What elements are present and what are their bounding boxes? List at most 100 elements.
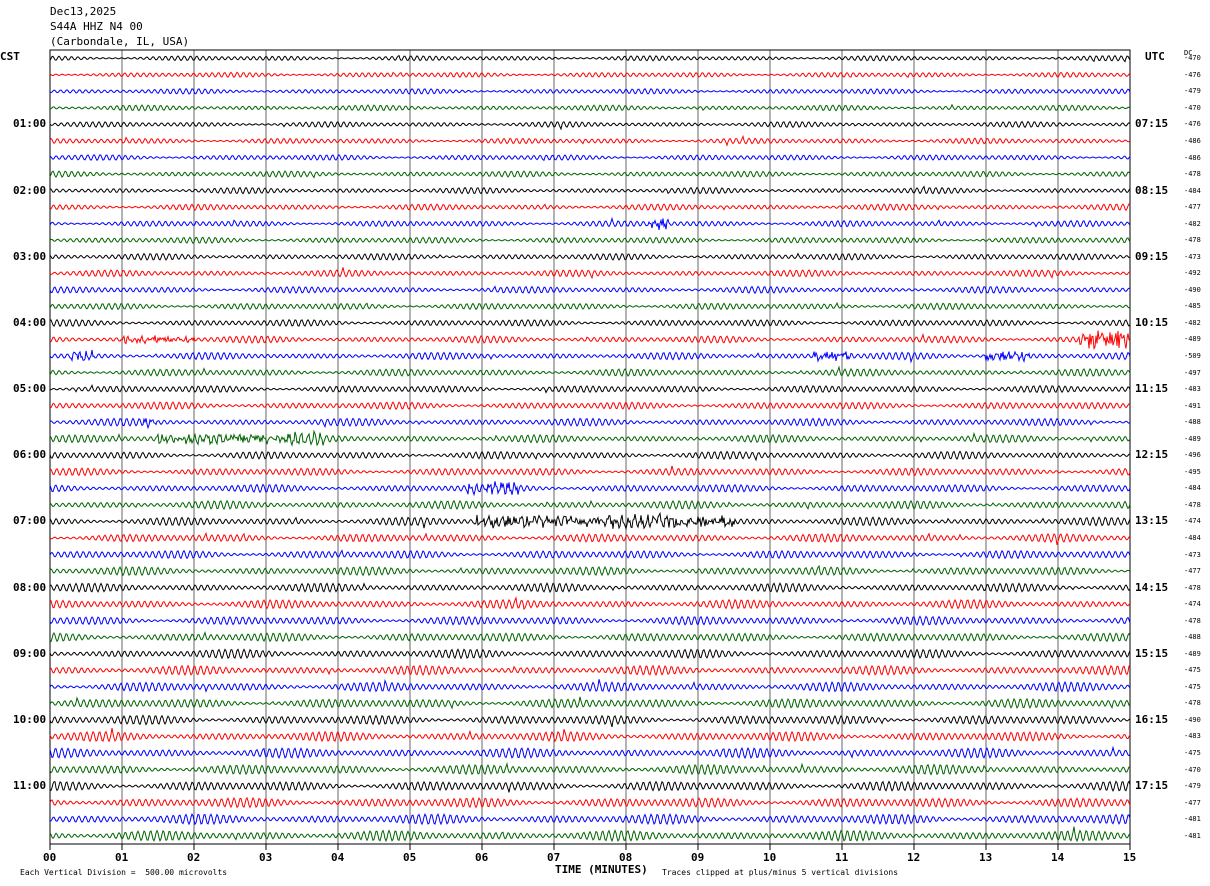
dc-offset-value: -497 xyxy=(1184,368,1201,377)
dc-offset-value: -484 xyxy=(1184,186,1201,195)
trace-row-18 xyxy=(49,349,1131,364)
trace-row-6 xyxy=(49,154,1131,162)
utc-hour-label: 08:15 xyxy=(1135,183,1169,197)
dc-offset-value: -470 xyxy=(1184,54,1201,63)
trace-row-20 xyxy=(50,383,1131,394)
trace-row-11 xyxy=(49,236,1131,245)
dc-offset-value: -475 xyxy=(1184,666,1201,675)
dc-offset-value: -478 xyxy=(1184,236,1201,245)
header-location: (Carbondale, IL, USA) xyxy=(50,35,190,48)
dc-offset-value: -492 xyxy=(1184,269,1201,278)
x-tick-label: 07 xyxy=(547,851,561,864)
x-tick-label: 01 xyxy=(115,851,129,864)
dc-offset-value: -489 xyxy=(1184,649,1201,658)
dc-offset-value: -509 xyxy=(1184,352,1201,361)
utc-hour-label: 12:15 xyxy=(1135,448,1169,462)
dc-offset-value: -479 xyxy=(1184,782,1201,791)
left-timezone-label: CST xyxy=(0,50,20,63)
utc-hour-label: 09:15 xyxy=(1135,249,1169,263)
dc-offset-value: -478 xyxy=(1184,616,1201,625)
trace-row-12 xyxy=(49,252,1131,261)
trace-row-42 xyxy=(49,745,1131,760)
x-tick-label: 03 xyxy=(259,851,273,864)
dc-offset-value: -474 xyxy=(1184,517,1201,526)
trace-row-23 xyxy=(49,429,1131,447)
trace-row-7 xyxy=(49,170,1131,179)
right-timezone-label: UTC xyxy=(1145,50,1165,63)
x-tick-label: 02 xyxy=(187,851,201,864)
cst-hour-label: 07:00 xyxy=(13,514,47,528)
dc-offset-value: -484 xyxy=(1184,533,1201,542)
dc-label: DC xyxy=(1184,49,1193,57)
clip-note: Traces clipped at plus/minus 5 vertical … xyxy=(662,868,899,877)
dc-offset-value: -470 xyxy=(1184,103,1201,112)
x-tick-label: 12 xyxy=(907,851,921,864)
trace-row-47 xyxy=(49,826,1131,843)
dc-offset-value: -489 xyxy=(1184,335,1201,344)
trace-row-19 xyxy=(49,365,1131,378)
trace-row-21 xyxy=(49,401,1131,411)
dc-offset-value: -481 xyxy=(1184,815,1201,824)
utc-hour-label: 07:15 xyxy=(1135,117,1169,131)
trace-row-41 xyxy=(49,728,1131,743)
x-tick-label: 06 xyxy=(475,851,489,864)
trace-row-10 xyxy=(49,216,1131,230)
trace-row-40 xyxy=(49,714,1131,728)
x-tick-label: 10 xyxy=(763,851,777,864)
trace-row-1 xyxy=(49,71,1131,78)
dc-offset-value: -477 xyxy=(1184,567,1201,576)
cst-hour-label: 06:00 xyxy=(13,448,47,462)
dc-offset-value: -481 xyxy=(1184,831,1201,840)
x-tick-label: 05 xyxy=(403,851,417,864)
trace-row-35 xyxy=(49,630,1131,643)
cst-hour-label: 08:00 xyxy=(13,580,47,594)
utc-hour-label: 10:15 xyxy=(1135,315,1169,329)
trace-row-33 xyxy=(49,596,1131,611)
x-tick-label: 04 xyxy=(331,851,345,864)
trace-row-28 xyxy=(49,511,1131,531)
cst-hour-label: 01:00 xyxy=(13,117,47,131)
cst-hour-label: 02:00 xyxy=(13,183,47,197)
x-tick-label: 00 xyxy=(43,851,57,864)
trace-row-5 xyxy=(49,134,1131,147)
dc-offset-value: -474 xyxy=(1184,600,1201,609)
trace-row-2 xyxy=(49,87,1131,95)
dc-offset-value: -491 xyxy=(1184,401,1201,410)
header-station: S44A HHZ N4 00 xyxy=(50,20,143,33)
dc-offset-value: -470 xyxy=(1184,765,1201,774)
cst-hour-label: 11:00 xyxy=(13,779,47,793)
trace-row-16 xyxy=(49,318,1131,328)
plot-frame xyxy=(49,49,1131,845)
cst-hour-label: 03:00 xyxy=(13,249,47,263)
dc-offset-value: -478 xyxy=(1184,500,1201,509)
dc-offset-value: -482 xyxy=(1184,318,1201,327)
x-tick-label: 13 xyxy=(979,851,993,864)
trace-row-13 xyxy=(49,267,1131,280)
trace-row-37 xyxy=(49,664,1131,677)
trace-row-17 xyxy=(49,330,1131,351)
cst-hour-label: 05:00 xyxy=(13,382,47,396)
trace-row-46 xyxy=(49,813,1131,826)
trace-row-3 xyxy=(49,103,1131,112)
dc-offset-value: -486 xyxy=(1184,136,1201,145)
dc-offset-value: -484 xyxy=(1184,484,1201,493)
utc-hour-label: 17:15 xyxy=(1135,779,1169,793)
dc-offset-value: -483 xyxy=(1184,732,1201,741)
trace-row-25 xyxy=(50,465,1131,477)
trace-row-4 xyxy=(49,120,1131,131)
trace-row-39 xyxy=(49,696,1131,710)
dc-offset-value: -488 xyxy=(1184,633,1201,642)
trace-row-29 xyxy=(49,531,1131,546)
utc-hour-label: 16:15 xyxy=(1135,712,1169,726)
trace-row-9 xyxy=(49,203,1131,212)
trace-row-38 xyxy=(49,678,1131,693)
utc-hour-label: 13:15 xyxy=(1135,514,1169,528)
trace-row-24 xyxy=(49,450,1131,462)
dc-offset-value: -478 xyxy=(1184,583,1201,592)
dc-offset-value: -478 xyxy=(1184,170,1201,179)
utc-hour-label: 11:15 xyxy=(1135,382,1169,396)
header-date: Dec13,2025 xyxy=(50,5,117,18)
x-axis-label: TIME (MINUTES) xyxy=(555,863,648,876)
scale-note: Each Vertical Division = 500.00 microvol… xyxy=(20,868,228,877)
dc-offset-value: -473 xyxy=(1184,252,1201,261)
